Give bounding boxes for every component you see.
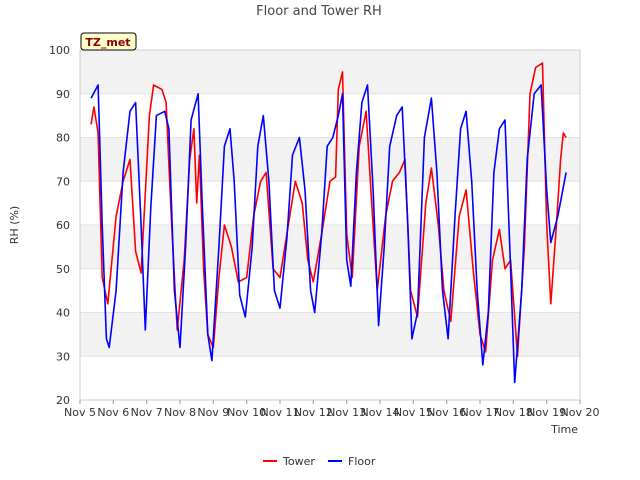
chart-title: Floor and Tower RH (256, 4, 382, 19)
x-tick-label: Nov 16 (427, 406, 466, 419)
y-axis-ticks: 20 30 40 50 60 70 80 90 100 (49, 44, 70, 407)
y-tick-label: 50 (56, 263, 70, 276)
y-tick-label: 70 (56, 175, 70, 188)
series-line-floor (90, 84, 567, 384)
x-tick-label: Nov 5 (64, 406, 96, 419)
background-bands (80, 50, 580, 401)
x-tick-label: Nov 11 (261, 406, 300, 419)
plot-frame (79, 49, 581, 401)
x-tick-label: Nov 9 (197, 406, 229, 419)
x-tick-label: Nov 18 (494, 406, 533, 419)
x-tick-label: Nov 19 (527, 406, 566, 419)
x-tick-label: Nov 10 (227, 406, 266, 419)
y-tick-label: 20 (56, 394, 70, 407)
x-axis-label: Time (550, 423, 578, 436)
x-tick-label: Nov 15 (394, 406, 433, 419)
x-tick-label: Nov 8 (164, 406, 196, 419)
site-badge-label: TZ_met (85, 36, 130, 49)
site-badge: TZ_met (80, 32, 137, 51)
y-axis-label: RH (%) (8, 206, 21, 244)
grid-band (80, 93, 580, 138)
legend-label-tower: Tower (282, 455, 315, 468)
y-tick-label: 60 (56, 219, 70, 232)
x-tick-label: Nov 20 (561, 406, 600, 419)
x-tick-label: Nov 6 (97, 406, 129, 419)
x-tick-label: Nov 17 (461, 406, 500, 419)
series-lines (90, 62, 567, 384)
grid-band (80, 312, 580, 357)
y-tick-label: 100 (49, 44, 70, 57)
grid-band (80, 268, 580, 313)
x-tick-label: Nov 7 (131, 406, 163, 419)
x-tick-label: Nov 12 (294, 406, 333, 419)
grid-band (80, 356, 580, 400)
legend-label-floor: Floor (348, 455, 376, 468)
y-tick-label: 30 (56, 350, 70, 363)
x-tick-label: Nov 14 (361, 406, 400, 419)
x-tick-label: Nov 13 (327, 406, 366, 419)
site-badge-box (80, 32, 137, 51)
legend: Tower Floor (263, 455, 376, 468)
y-tick-label: 40 (56, 307, 70, 320)
y-tick-label: 80 (56, 132, 70, 145)
series-line-tower (90, 62, 567, 358)
grid-band (80, 225, 580, 269)
grid-band (80, 181, 580, 225)
grid-band (80, 50, 580, 94)
y-tick-label: 90 (56, 88, 70, 101)
